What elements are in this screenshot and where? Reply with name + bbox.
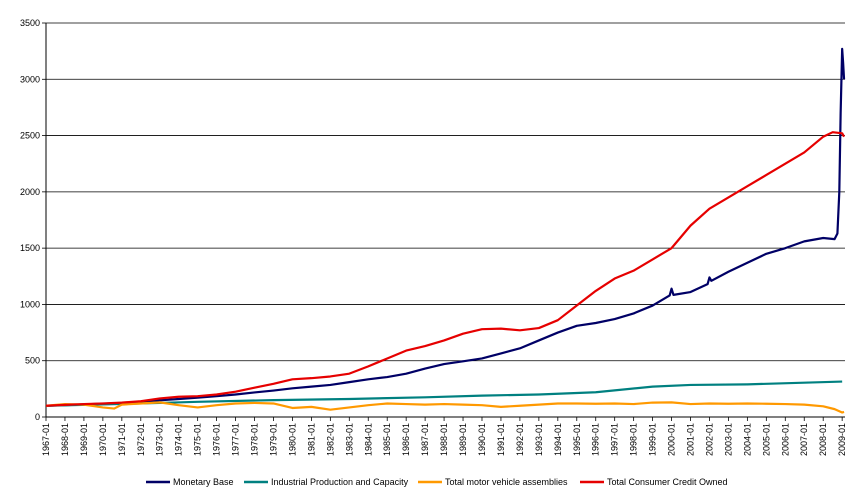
x-tick-label: 1970-01 [98, 423, 108, 456]
x-tick-label: 2009-01 [837, 423, 847, 456]
y-tick-label: 1500 [20, 243, 40, 253]
x-tick-label: 2007-01 [799, 423, 809, 456]
x-tick-label: 1972-01 [136, 423, 146, 456]
x-tick-label: 1976-01 [212, 423, 222, 456]
gridlines [46, 22, 845, 418]
x-tick-label: 1980-01 [287, 423, 297, 456]
series-line [45, 47, 846, 407]
y-tick-label: 500 [25, 356, 40, 366]
x-tick-label: 1971-01 [117, 423, 127, 456]
x-tick-label: 1988-01 [439, 423, 449, 456]
x-tick-label: 1983-01 [344, 423, 354, 456]
x-tick-label: 1984-01 [363, 423, 373, 456]
x-tick-label: 1989-01 [458, 423, 468, 456]
legend-label: Total motor vehicle assemblies [445, 477, 568, 487]
x-tick-label: 1982-01 [325, 423, 335, 456]
x-tick-label: 1978-01 [250, 423, 260, 456]
x-tick-label: 1996-01 [591, 423, 601, 456]
y-tick-label: 1000 [20, 299, 40, 309]
y-tick-label: 0 [35, 412, 40, 422]
x-tick-label: 1993-01 [534, 423, 544, 456]
x-tick-label: 1999-01 [648, 423, 658, 456]
x-tick-label: 2002-01 [704, 423, 714, 456]
x-tick-label: 2008-01 [818, 423, 828, 456]
x-tick-label: 1995-01 [572, 423, 582, 456]
x-tick-label: 1992-01 [515, 423, 525, 456]
x-tick-label: 2000-01 [667, 423, 677, 456]
x-tick-label: 1986-01 [401, 423, 411, 456]
y-tick-label: 2000 [20, 187, 40, 197]
x-tick-label: 1975-01 [193, 423, 203, 456]
x-tick-label: 1985-01 [382, 423, 392, 456]
legend-label: Total Consumer Credit Owned [607, 477, 728, 487]
y-tick-label: 3000 [20, 74, 40, 84]
series-lines [45, 47, 846, 414]
x-tick-label: 2003-01 [723, 423, 733, 456]
x-tick-label: 1997-01 [610, 423, 620, 456]
series-line [45, 380, 843, 407]
series-line [45, 401, 845, 414]
x-tick-label: 1987-01 [420, 423, 430, 456]
legend-label: Industrial Production and Capacity [271, 477, 409, 487]
x-tick-label: 2001-01 [686, 423, 696, 456]
y-axis: 0 500 1000 1500 2000 2500 3000 3500 [20, 18, 47, 422]
x-tick-label: 1974-01 [174, 423, 184, 456]
legend: Monetary Base Industrial Production and C… [146, 477, 728, 487]
x-tick-label: 1969-01 [79, 423, 89, 456]
x-tick-label: 1977-01 [231, 423, 241, 456]
x-tick-label: 1981-01 [306, 423, 316, 456]
x-tick-label: 2006-01 [780, 423, 790, 456]
x-tick-label: 1973-01 [155, 423, 165, 456]
x-axis: 1967-01 1968-01 1969-01 1970-01 1971-01 1972-… [41, 416, 847, 456]
x-tick-label: 1998-01 [629, 423, 639, 456]
x-tick-label: 1968-01 [60, 423, 70, 456]
x-tick-label: 1991-01 [496, 423, 506, 456]
x-tick-label: 2004-01 [742, 423, 752, 456]
legend-label: Monetary Base [173, 477, 234, 487]
x-tick-label: 2005-01 [761, 423, 771, 456]
series-line [45, 131, 846, 407]
x-tick-label: 1967-01 [41, 423, 51, 456]
x-tick-label: 1994-01 [553, 423, 563, 456]
x-tick-label: 1979-01 [268, 423, 278, 456]
x-tick-label: 1990-01 [477, 423, 487, 456]
y-tick-label: 3500 [20, 18, 40, 28]
y-tick-label: 2500 [20, 131, 40, 141]
